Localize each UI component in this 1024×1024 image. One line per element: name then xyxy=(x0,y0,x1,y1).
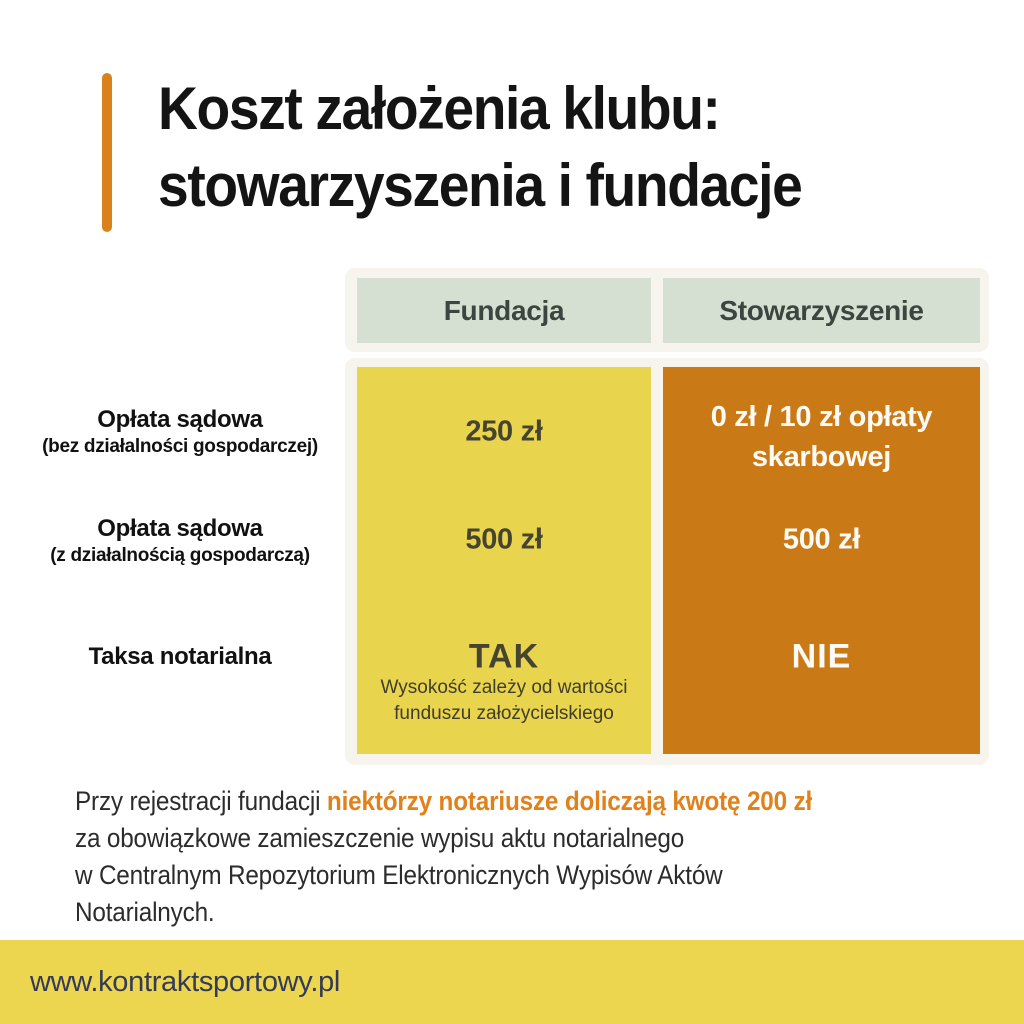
table-header-band: Fundacja Stowarzyszenie xyxy=(345,268,989,352)
column-stowarzyszenie: 0 zł / 10 zł opłaty skarbowej 500 zł NIE xyxy=(663,367,980,754)
footnote-line-4: Notarialnych. xyxy=(75,897,215,927)
column-fundacja: 250 zł 500 zł TAK Wysokość zależy od war… xyxy=(357,367,651,754)
website-url: www.kontraktsportowy.pl xyxy=(30,965,341,998)
table-body-band: 250 zł 500 zł TAK Wysokość zależy od war… xyxy=(345,358,989,765)
column-header-stowarzyszenie: Stowarzyszenie xyxy=(663,278,980,343)
footer-bar: www.kontraktsportowy.pl xyxy=(0,940,1024,1024)
row-label-sub: (z działalnością gospodarczą) xyxy=(50,545,310,566)
value-fundacja-row2: 500 zł xyxy=(465,523,543,556)
column-header-fundacja: Fundacja xyxy=(357,278,651,343)
row-label-main: Taksa notarialna xyxy=(88,643,272,670)
row-label-sub: (bez działalności gospodarczej) xyxy=(42,436,318,457)
value-stowarzyszenie-row1: 0 zł / 10 zł opłaty skarbowej xyxy=(710,401,933,473)
value-fundacja-row1: 250 zł xyxy=(465,415,543,448)
row-label-main: Opłata sądowa xyxy=(97,515,263,542)
footnote-line-3: w Centralnym Repozytorium Elektronicznyc… xyxy=(75,860,723,890)
row-label-taksa-notarialna: Taksa notarialna xyxy=(15,642,345,672)
page-title: Koszt założenia klubu: stowarzyszenia i … xyxy=(158,70,803,224)
title-line-1: Koszt założenia klubu: xyxy=(158,75,721,142)
footnote-highlight: niektórzy notariusze doliczają kwotę 200… xyxy=(326,786,813,816)
title-accent-bar xyxy=(102,73,112,232)
title-line-2: stowarzyszenia i fundacje xyxy=(158,152,803,219)
row-labels-column: Opłata sądowa (bez działalności gospodar… xyxy=(15,0,345,765)
value-stowarzyszenie-row2: 500 zł xyxy=(782,523,861,556)
footnote-paragraph: Przy rejestracji fundacji niektórzy nota… xyxy=(75,783,921,931)
footnote-line-1: Przy rejestracji fundacji niektórzy nota… xyxy=(75,783,921,820)
value-fundacja-row3-note: Wysokość zależy od wartości funduszu zał… xyxy=(380,677,628,724)
row-label-oplata-sadowa-bez: Opłata sądowa (bez działalności gospodar… xyxy=(15,405,345,459)
row-label-oplata-sadowa-z: Opłata sądowa (z działalnością gospodarc… xyxy=(15,514,345,568)
footnote-text: Przy rejestracji fundacji xyxy=(75,786,327,816)
value-stowarzyszenie-row3: NIE xyxy=(791,637,852,676)
value-fundacja-row3: TAK xyxy=(468,637,540,676)
row-label-main: Opłata sądowa xyxy=(97,406,263,433)
footnote-line-2: za obowiązkowe zamieszczenie wypisu aktu… xyxy=(75,823,685,853)
